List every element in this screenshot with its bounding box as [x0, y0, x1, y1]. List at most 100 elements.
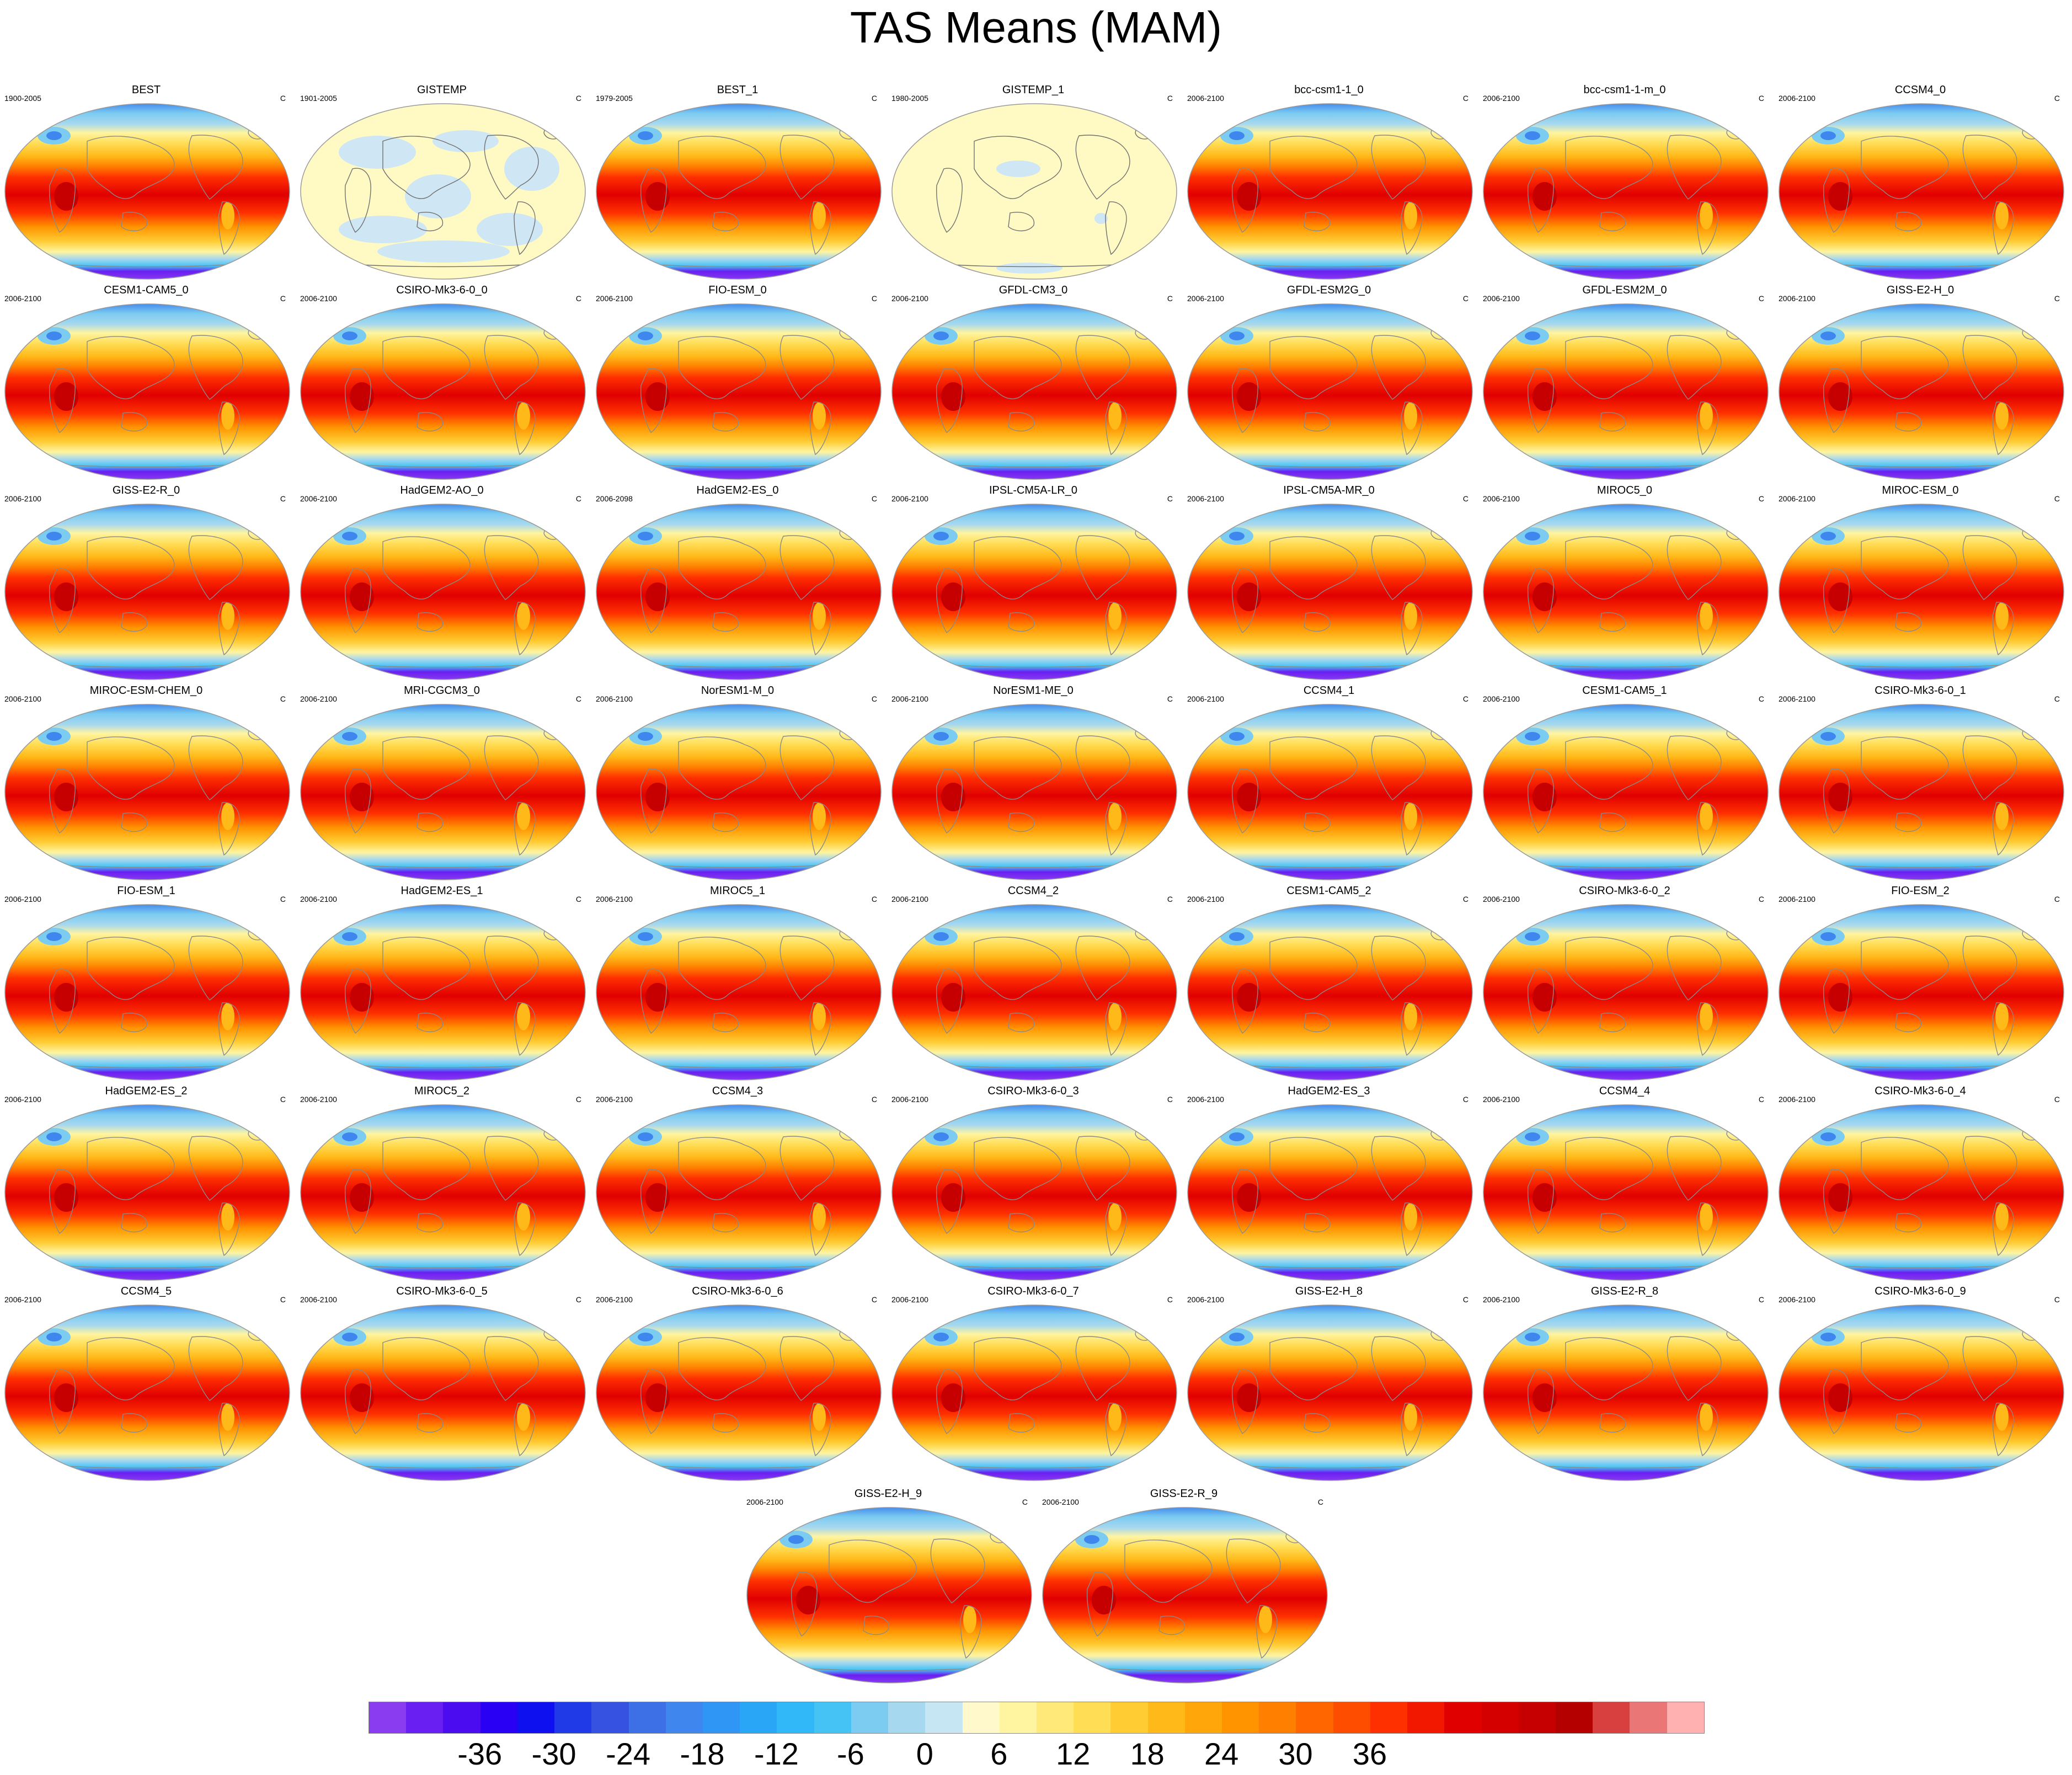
world-map-ellipse: [4, 1304, 290, 1481]
panel-title: HadGEM2-ES_2: [105, 1085, 188, 1097]
panel-unit: C: [1167, 94, 1173, 103]
coastline-outline: [974, 1137, 1062, 1200]
coastline-outline: [1231, 368, 1258, 433]
cold-anomaly-core: [1525, 1333, 1540, 1341]
coastline-outline: [121, 1013, 148, 1033]
coastline-outline: [640, 568, 667, 633]
andes-band: [1700, 1203, 1713, 1231]
warm-land-spot: [941, 382, 965, 411]
coastline-outline: [484, 735, 539, 800]
cold-anomaly-core: [933, 932, 949, 941]
world-map-ellipse: [891, 504, 1177, 680]
panel-years: 1980-2005: [891, 94, 928, 103]
panel-title: CCSM4_0: [1894, 84, 1946, 96]
world-map-ellipse: [891, 704, 1177, 880]
colorbar-swatch: [1370, 1702, 1408, 1733]
coastline-outline: [344, 568, 371, 633]
colorbar-tick-label: -6: [836, 1736, 864, 1771]
coastline-outline: [779, 1336, 835, 1401]
coastline-outline: [1667, 135, 1722, 200]
cold-anomaly-core: [342, 332, 357, 340]
coastline-outline: [1895, 812, 1922, 832]
colorbar-swatch: [999, 1702, 1037, 1733]
colorbar-swatch: [1110, 1702, 1148, 1733]
colorbar-swatch: [1147, 1702, 1185, 1733]
map-border: [1187, 1304, 1473, 1481]
panel-years: 2006-2100: [596, 294, 633, 303]
map-panel: NorESM1-M_0 2006-2100 C: [591, 683, 884, 882]
coastline-outline: [974, 937, 1062, 1000]
cold-anomaly-core: [1084, 1535, 1099, 1544]
panel-title: MIROC5_1: [709, 885, 766, 897]
panel-years: 2006-2100: [1483, 294, 1520, 303]
map-border: [1483, 704, 1769, 880]
panel-title: bcc-csm1-1-m_0: [1583, 84, 1666, 96]
coastline-outline: [484, 135, 539, 200]
map-panel: CESM1-CAM5_0 2006-2100 C: [0, 283, 292, 482]
panel-title: GISS-E2-R_8: [1590, 1285, 1659, 1297]
warm-land-spot: [645, 983, 670, 1012]
panel-unit: C: [1167, 895, 1173, 903]
warm-land-spot: [1828, 382, 1852, 411]
coastline-outline: [484, 1336, 539, 1401]
cold-anomaly-core: [342, 932, 357, 941]
colorbar-tick-label: -36: [457, 1736, 503, 1771]
panel-years: 2006-2100: [596, 895, 633, 903]
coastline-outline: [1075, 1136, 1130, 1201]
coastline-outline: [1075, 735, 1130, 800]
map-border: [891, 303, 1177, 480]
cold-anomaly-core: [638, 1132, 653, 1141]
coastline-outline: [712, 1413, 739, 1433]
coastline-outline: [49, 768, 76, 833]
colorbar-ticks: -36 -30 -24 -18 -12 -6 0 6 12 18 24 30 36: [369, 1736, 1703, 1775]
coastline-outline: [514, 802, 536, 856]
map-panel: FIO-ESM_0 2006-2100 C: [591, 283, 884, 482]
panel-unit: C: [1758, 1095, 1764, 1104]
coastline-outline: [1105, 1403, 1127, 1457]
coastline-outline: [344, 1369, 371, 1434]
andes-band: [517, 602, 530, 630]
map-border: [596, 1104, 882, 1281]
cold-anomaly-core: [1229, 732, 1245, 741]
coastline-outline: [1371, 735, 1426, 800]
panel-unit: C: [2054, 94, 2060, 103]
cold-anomaly-core: [1820, 732, 1836, 741]
panel-unit: C: [575, 1095, 581, 1104]
panel-unit: C: [280, 1095, 286, 1104]
panel-unit: C: [2054, 494, 2060, 503]
andes-band: [1700, 402, 1713, 430]
coastline-outline: [1823, 1369, 1850, 1434]
map-panel: CSIRO-Mk3-6-0_1 2006-2100 C: [1774, 683, 2066, 882]
andes-band: [1108, 602, 1122, 630]
coastline-outline: [121, 1413, 148, 1433]
coastline-outline: [188, 335, 243, 400]
coastline-outline: [712, 1213, 739, 1233]
coastline-outline: [87, 736, 175, 800]
coastline-outline: [1895, 1213, 1922, 1233]
panel-title: GISS-E2-H_0: [1886, 284, 1954, 296]
warm-land-spot: [350, 582, 374, 611]
cold-anomaly-core: [933, 1333, 949, 1341]
coastline-outline: [1105, 1202, 1127, 1257]
andes-band: [221, 1403, 234, 1431]
world-map-ellipse: [1187, 1304, 1473, 1481]
figure-title: TAS Means (MAM): [850, 3, 1222, 52]
warm-land-spot: [350, 783, 374, 811]
coastline-outline: [1527, 1169, 1554, 1234]
world-map-ellipse: [1187, 904, 1473, 1081]
coastline-outline: [678, 536, 766, 600]
map-border: [746, 1507, 1032, 1683]
warm-land-spot: [645, 582, 670, 611]
panel-title: NorESM1-M_0: [701, 685, 775, 697]
colorbar-swatch: [1036, 1702, 1074, 1733]
anomaly-patch: [405, 174, 471, 218]
world-map-ellipse: [746, 1507, 1032, 1683]
andes-band: [1404, 1403, 1417, 1431]
map-border: [1483, 303, 1769, 480]
map-border: [1187, 1104, 1473, 1281]
coastline-outline: [640, 168, 667, 233]
coastline-outline: [1565, 736, 1653, 800]
map-border: [1187, 303, 1473, 480]
coastline-outline: [1105, 602, 1127, 656]
warm-land-spot: [350, 382, 374, 411]
